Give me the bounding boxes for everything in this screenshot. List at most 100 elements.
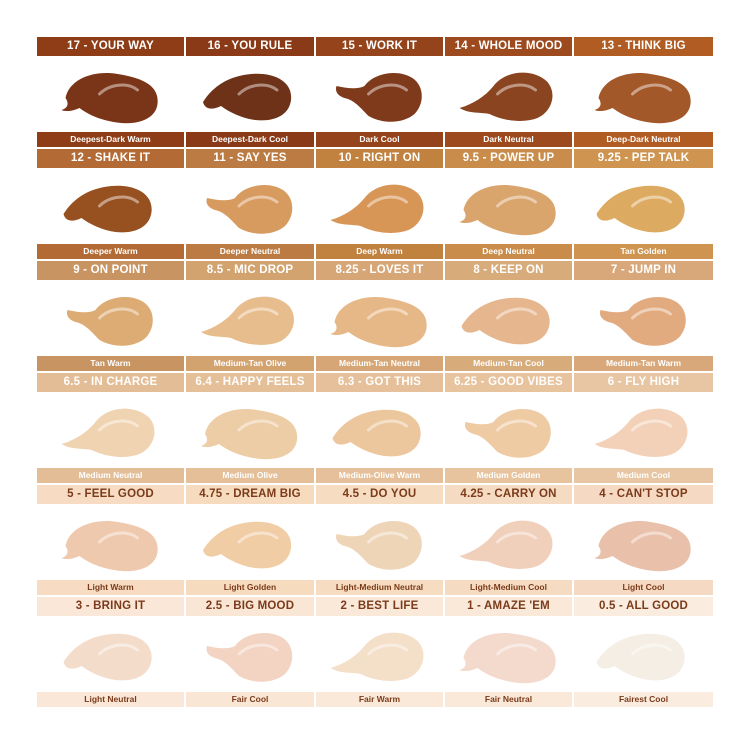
swatch-area bbox=[37, 392, 184, 468]
shade-card[interactable]: 9.5 - POWER UP Deep Neutral bbox=[445, 149, 572, 261]
shade-card[interactable]: 7 - JUMP IN Medium-Tan Warm bbox=[574, 261, 713, 373]
swatch-shape bbox=[61, 408, 155, 457]
shade-card[interactable]: 16 - YOU RULE Deepest-Dark Cool bbox=[186, 37, 314, 149]
shade-card[interactable]: 4.25 - CARRY ON Light-Medium Cool bbox=[445, 485, 572, 597]
swatch-highlight bbox=[98, 419, 139, 432]
shade-card[interactable]: 6.3 - GOT THIS Medium-Olive Warm bbox=[316, 373, 443, 485]
swatch-highlight bbox=[496, 195, 537, 208]
swatch-highlight bbox=[98, 307, 139, 320]
shade-card[interactable]: 6 - FLY HIGH Medium Cool bbox=[574, 373, 713, 485]
shade-undertone: Light Golden bbox=[186, 580, 314, 595]
shade-undertone: Fair Neutral bbox=[445, 692, 572, 707]
shade-name: 9 - ON POINT bbox=[37, 261, 184, 280]
swatch-area bbox=[316, 392, 443, 468]
swatch-highlight bbox=[631, 307, 672, 320]
foundation-swatch-icon bbox=[335, 520, 422, 570]
swatch-shape bbox=[596, 185, 685, 233]
swatch-highlight bbox=[496, 83, 537, 96]
swatch-shape bbox=[459, 633, 556, 684]
swatch-area bbox=[316, 616, 443, 692]
shade-undertone: Medium Neutral bbox=[37, 468, 184, 483]
swatch-shape bbox=[464, 408, 551, 458]
shade-name: 8.5 - MIC DROP bbox=[186, 261, 314, 280]
foundation-swatch-icon bbox=[63, 633, 152, 681]
swatch-highlight bbox=[98, 643, 139, 656]
shade-card[interactable]: 9.25 - PEP TALK Tan Golden bbox=[574, 149, 713, 261]
shade-name: 15 - WORK IT bbox=[316, 37, 443, 56]
swatch-shape bbox=[63, 185, 152, 233]
shade-card[interactable]: 6.4 - HAPPY FEELS Medium Olive bbox=[186, 373, 314, 485]
shade-undertone: Dark Cool bbox=[316, 132, 443, 147]
shade-row: 6.5 - IN CHARGE Medium Neutral 6.4 - HAPPY… bbox=[37, 373, 713, 485]
shade-name: 12 - SHAKE IT bbox=[37, 149, 184, 168]
shade-name: 6.4 - HAPPY FEELS bbox=[186, 373, 314, 392]
shade-card[interactable]: 13 - THINK BIG Deep-Dark Neutral bbox=[574, 37, 713, 149]
shade-card[interactable]: 3 - BRING IT Light Neutral bbox=[37, 597, 184, 709]
shade-undertone: Medium-Tan Cool bbox=[445, 356, 572, 371]
foundation-swatch-icon bbox=[594, 521, 691, 572]
swatch-area bbox=[186, 392, 314, 468]
shade-card[interactable]: 6.25 - GOOD VIBES Medium Golden bbox=[445, 373, 572, 485]
shade-card[interactable]: 11 - SAY YES Deeper Neutral bbox=[186, 149, 314, 261]
foundation-swatch-icon bbox=[461, 297, 550, 345]
foundation-swatch-icon bbox=[201, 296, 294, 345]
swatch-shape bbox=[335, 520, 422, 570]
shade-undertone: Deepest-Dark Cool bbox=[186, 132, 314, 147]
swatch-shape bbox=[330, 297, 427, 348]
foundation-swatch-icon bbox=[203, 73, 292, 121]
shade-name: 4 - CAN'T STOP bbox=[574, 485, 713, 504]
swatch-shape bbox=[459, 185, 556, 236]
shade-card[interactable]: 9 - ON POINT Tan Warm bbox=[37, 261, 184, 373]
shade-name: 9.25 - PEP TALK bbox=[574, 149, 713, 168]
shade-undertone: Tan Warm bbox=[37, 356, 184, 371]
shade-undertone: Deeper Warm bbox=[37, 244, 184, 259]
shade-name: 13 - THINK BIG bbox=[574, 37, 713, 56]
shade-card[interactable]: 2.5 - BIG MOOD Fair Cool bbox=[186, 597, 314, 709]
shade-undertone: Medium-Olive Warm bbox=[316, 468, 443, 483]
foundation-swatch-icon bbox=[459, 72, 553, 121]
swatch-shape bbox=[599, 296, 686, 346]
shade-card[interactable]: 14 - WHOLE MOOD Dark Neutral bbox=[445, 37, 572, 149]
shade-card[interactable]: 6.5 - IN CHARGE Medium Neutral bbox=[37, 373, 184, 485]
shade-name: 17 - YOUR WAY bbox=[37, 37, 184, 56]
swatch-area bbox=[574, 392, 713, 468]
swatch-area bbox=[574, 168, 713, 244]
foundation-swatch-icon bbox=[206, 632, 293, 682]
swatch-shape bbox=[459, 72, 553, 121]
shade-chart: 17 - YOUR WAY Deepest-Dark Warm 16 - YOU R… bbox=[37, 37, 713, 709]
shade-card[interactable]: 15 - WORK IT Dark Cool bbox=[316, 37, 443, 149]
swatch-shape bbox=[330, 632, 424, 681]
shade-card[interactable]: 4.5 - DO YOU Light-Medium Neutral bbox=[316, 485, 443, 597]
shade-card[interactable]: 8.25 - LOVES IT Medium-Tan Neutral bbox=[316, 261, 443, 373]
shade-name: 9.5 - POWER UP bbox=[445, 149, 572, 168]
swatch-shape bbox=[66, 296, 153, 346]
shade-name: 3 - BRING IT bbox=[37, 597, 184, 616]
shade-undertone: Medium-Tan Olive bbox=[186, 356, 314, 371]
swatch-highlight bbox=[98, 195, 139, 208]
shade-row: 12 - SHAKE IT Deeper Warm 11 - SAY YES Deep… bbox=[37, 149, 713, 261]
shade-undertone: Light Cool bbox=[574, 580, 713, 595]
shade-card[interactable]: 4.75 - DREAM BIG Light Golden bbox=[186, 485, 314, 597]
shade-card[interactable]: 0.5 - ALL GOOD Fairest Cool bbox=[574, 597, 713, 709]
shade-card[interactable]: 17 - YOUR WAY Deepest-Dark Warm bbox=[37, 37, 184, 149]
foundation-swatch-icon bbox=[201, 409, 298, 460]
swatch-shape bbox=[330, 184, 424, 233]
swatch-area bbox=[574, 56, 713, 132]
shade-card[interactable]: 8.5 - MIC DROP Medium-Tan Olive bbox=[186, 261, 314, 373]
swatch-highlight bbox=[496, 307, 537, 320]
swatch-highlight bbox=[367, 419, 408, 432]
shade-name: 16 - YOU RULE bbox=[186, 37, 314, 56]
shade-card[interactable]: 5 - FEEL GOOD Light Warm bbox=[37, 485, 184, 597]
shade-card[interactable]: 4 - CAN'T STOP Light Cool bbox=[574, 485, 713, 597]
shade-card[interactable]: 2 - BEST LIFE Fair Warm bbox=[316, 597, 443, 709]
swatch-highlight bbox=[367, 195, 408, 208]
shade-card[interactable]: 10 - RIGHT ON Deep Warm bbox=[316, 149, 443, 261]
shade-undertone: Deep-Dark Neutral bbox=[574, 132, 713, 147]
swatch-highlight bbox=[496, 643, 537, 656]
shade-card[interactable]: 8 - KEEP ON Medium-Tan Cool bbox=[445, 261, 572, 373]
swatch-highlight bbox=[631, 531, 672, 544]
swatch-highlight bbox=[631, 643, 672, 656]
shade-card[interactable]: 12 - SHAKE IT Deeper Warm bbox=[37, 149, 184, 261]
shade-name: 14 - WHOLE MOOD bbox=[445, 37, 572, 56]
shade-card[interactable]: 1 - AMAZE 'EM Fair Neutral bbox=[445, 597, 572, 709]
